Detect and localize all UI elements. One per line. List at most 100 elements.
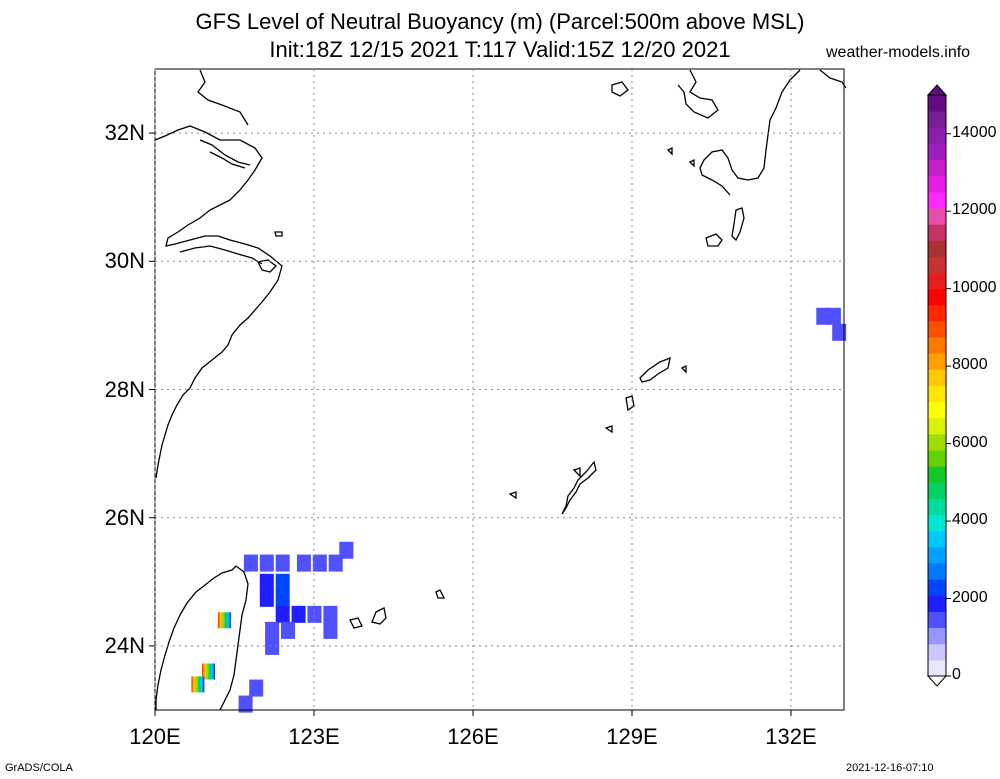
colorbar-segment bbox=[928, 498, 946, 516]
colorbar-segment bbox=[928, 546, 946, 564]
axis-ticks bbox=[149, 132, 792, 716]
field-cell bbox=[826, 307, 841, 325]
tanegashima bbox=[731, 207, 745, 242]
lat-label: 26N bbox=[104, 504, 145, 530]
colorbar-segment bbox=[928, 353, 946, 370]
field-spot bbox=[202, 663, 215, 680]
colorbar-max-arrow bbox=[926, 84, 948, 96]
colorbar-segment bbox=[928, 595, 946, 612]
buoyancy-field bbox=[238, 307, 847, 713]
coastlines bbox=[154, 69, 847, 711]
china-coast bbox=[154, 125, 283, 479]
zhoushan-islands bbox=[257, 231, 283, 273]
colorbar-label: 6000 bbox=[952, 433, 988, 451]
lat-lon-grid bbox=[154, 69, 844, 710]
field-cell bbox=[323, 621, 338, 639]
colorbar-segment bbox=[928, 450, 946, 467]
lon-label: 129E bbox=[606, 724, 658, 749]
colorbar-segment bbox=[928, 401, 946, 419]
kyushu-west bbox=[677, 69, 847, 119]
colorbar-min-arrow bbox=[926, 675, 948, 687]
colorbar-segment bbox=[928, 627, 946, 645]
colorbar-segment bbox=[928, 224, 946, 241]
site-credit: weather-models.info bbox=[826, 44, 971, 61]
colorbar-segment bbox=[928, 417, 946, 435]
field-cell bbox=[265, 621, 280, 639]
field-cell bbox=[243, 554, 258, 572]
colorbar bbox=[926, 84, 951, 687]
lat-label: 32N bbox=[104, 120, 145, 146]
field-cell bbox=[259, 573, 274, 591]
field-cell bbox=[323, 605, 338, 623]
colorbar-label: 2000 bbox=[952, 588, 988, 606]
field-cell bbox=[816, 307, 831, 325]
colorbar-segment bbox=[928, 369, 946, 386]
colorbar-segment bbox=[928, 563, 946, 580]
colorbar-segment bbox=[928, 482, 946, 499]
colorbar-segment bbox=[928, 337, 946, 354]
colorbar-segment bbox=[928, 385, 946, 403]
field-spot bbox=[191, 676, 205, 693]
field-spot bbox=[217, 612, 231, 629]
colorbar-label: 12000 bbox=[952, 201, 997, 219]
field-cell bbox=[275, 605, 290, 623]
yaeyama-islands bbox=[349, 607, 387, 629]
lat-label: 28N bbox=[104, 376, 145, 402]
colorbar-segment bbox=[928, 466, 946, 483]
lon-label: 132E bbox=[765, 724, 817, 749]
lat-label: 24N bbox=[104, 632, 145, 658]
colorbar-segment bbox=[928, 175, 946, 193]
lon-label: 126E bbox=[447, 724, 499, 749]
amami-oshima bbox=[639, 356, 687, 383]
colorbar-segment bbox=[928, 240, 946, 257]
buoyancy-spots bbox=[191, 612, 231, 693]
colorbar-segment bbox=[928, 530, 946, 548]
field-cell bbox=[291, 605, 306, 623]
nagasaki-islands bbox=[611, 81, 695, 168]
field-cell bbox=[281, 621, 295, 639]
colorbar-frame bbox=[927, 94, 947, 677]
field-cell bbox=[238, 695, 253, 713]
okinawa-island bbox=[508, 460, 597, 515]
field-cell bbox=[296, 554, 311, 572]
taiwan-coast bbox=[155, 565, 249, 711]
colorbar-segment bbox=[928, 611, 946, 629]
colorbar-segment bbox=[928, 256, 946, 274]
colorbar-segment bbox=[928, 433, 946, 451]
field-cell bbox=[328, 554, 343, 572]
colorbar-segment bbox=[928, 127, 946, 144]
field-cell bbox=[275, 573, 290, 591]
colorbar-segment bbox=[928, 95, 946, 112]
field-cell bbox=[259, 554, 274, 572]
field-cell bbox=[249, 679, 264, 697]
colorbar-segment bbox=[928, 304, 946, 322]
lon-label: 120E bbox=[129, 724, 181, 749]
software-credit: GrADS/COLA bbox=[5, 762, 73, 774]
field-cell bbox=[259, 589, 274, 607]
chart-title: GFS Level of Neutral Buoyancy (m) (Parce… bbox=[195, 9, 805, 34]
tokunoshima bbox=[604, 395, 635, 434]
hangzhou-bay bbox=[179, 245, 263, 265]
colorbar-segment bbox=[928, 643, 946, 661]
field-cell bbox=[307, 605, 322, 623]
china-inland-line bbox=[197, 69, 249, 126]
field-cell bbox=[275, 589, 290, 607]
field-cell bbox=[832, 323, 847, 341]
lon-label: 123E bbox=[288, 724, 340, 749]
colorbar-segment bbox=[928, 659, 946, 677]
chart-subtitle: Init:18Z 12/15 2021 T:117 Valid:15Z 12/2… bbox=[269, 37, 731, 62]
colorbar-segment bbox=[928, 191, 946, 209]
field-cell bbox=[339, 541, 354, 559]
lat-label: 30N bbox=[104, 248, 145, 274]
colorbar-segment bbox=[928, 288, 946, 306]
yakushima bbox=[705, 233, 723, 247]
timestamp: 2021-12-16-07:10 bbox=[846, 762, 934, 774]
colorbar-segment bbox=[928, 207, 946, 225]
field-cell bbox=[265, 637, 280, 655]
colorbar-label: 0 bbox=[952, 666, 961, 683]
colorbar-segment bbox=[928, 579, 946, 596]
colorbar-label: 8000 bbox=[952, 356, 988, 374]
kyushu-coast bbox=[699, 69, 801, 196]
colorbar-segment bbox=[928, 159, 946, 177]
